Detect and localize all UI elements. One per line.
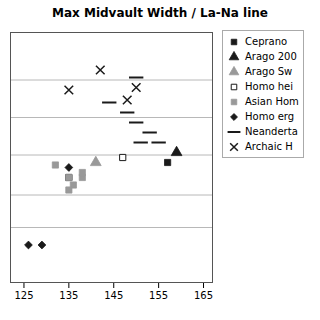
html-text:Asian Hom: Asian Hom	[245, 96, 299, 107]
html-text:Homo erg: Homo erg	[245, 111, 295, 122]
svg-text:125: 125	[14, 290, 33, 301]
svg-text:165: 165	[194, 290, 213, 301]
html-text:Homo hei: Homo hei	[245, 81, 293, 92]
svg-text:145: 145	[104, 290, 123, 301]
html-text:Archaic H: Archaic H	[245, 141, 293, 152]
svg-text:135: 135	[59, 290, 78, 301]
html-text:Neanderta: Neanderta	[245, 126, 298, 137]
html-text:Ceprano: Ceprano	[245, 36, 288, 47]
html-text:Arago 200: Arago 200	[245, 51, 297, 62]
html-text:Max Midvault Width / La-Na lin: Max Midvault Width / La-Na line	[52, 6, 268, 20]
html-text:Arago Sw: Arago Sw	[245, 66, 293, 77]
svg-text:155: 155	[149, 290, 168, 301]
